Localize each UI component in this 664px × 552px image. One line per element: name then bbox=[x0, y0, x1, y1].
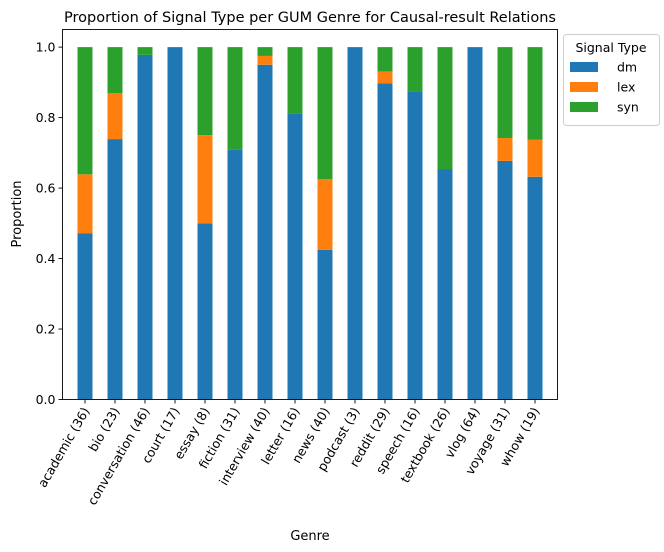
bar-segment-lex bbox=[107, 93, 123, 140]
bar-segment-syn bbox=[107, 47, 123, 94]
bars-group bbox=[77, 47, 543, 400]
bar-segment-dm bbox=[437, 169, 453, 400]
y-tick-label: 0.8 bbox=[36, 110, 56, 125]
bar-segment-lex bbox=[497, 138, 513, 161]
legend-swatch-dm bbox=[570, 62, 598, 72]
y-tick-label: 0.6 bbox=[36, 181, 56, 196]
bar-segment-dm bbox=[527, 176, 543, 400]
bar-segment-lex bbox=[377, 71, 393, 84]
legend-label-dm: dm bbox=[617, 60, 637, 75]
bar-segment-dm bbox=[287, 113, 303, 400]
y-tick-label: 1.0 bbox=[36, 40, 56, 55]
bar-segment-lex bbox=[257, 55, 273, 65]
bar-segment-syn bbox=[527, 47, 543, 140]
y-axis-label: Proportion bbox=[10, 180, 25, 247]
legend-title: Signal Type bbox=[575, 40, 646, 55]
bar-segment-dm bbox=[317, 249, 333, 400]
legend-label-lex: lex bbox=[617, 80, 635, 95]
y-tick-label: 0.2 bbox=[36, 322, 56, 337]
bar-segment-lex bbox=[197, 135, 213, 224]
bar-segment-dm bbox=[107, 139, 123, 400]
bar-segment-dm bbox=[347, 47, 363, 400]
bar-segment-syn bbox=[287, 47, 303, 114]
bar-segment-syn bbox=[377, 47, 393, 72]
y-axis: 0.0 0.2 0.4 0.6 0.8 1.0 bbox=[36, 40, 63, 407]
y-tick-label: 0.0 bbox=[36, 392, 56, 407]
legend-swatch-syn bbox=[570, 102, 598, 112]
y-tick-label: 0.4 bbox=[36, 251, 56, 266]
bar-segment-lex bbox=[317, 179, 333, 250]
bar-segment-syn bbox=[77, 47, 93, 175]
x-axis: academic (36)bio (23)conversation (46)co… bbox=[35, 399, 543, 508]
bar-segment-syn bbox=[257, 47, 273, 56]
bar-segment-lex bbox=[77, 174, 93, 234]
bar-segment-syn bbox=[137, 47, 153, 55]
chart-title: Proportion of Signal Type per GUM Genre … bbox=[64, 10, 556, 26]
plot-frame bbox=[62, 29, 558, 400]
legend-label-syn: syn bbox=[617, 100, 639, 115]
bar-segment-syn bbox=[497, 47, 513, 139]
bar-segment-dm bbox=[497, 160, 513, 400]
bar-segment-dm bbox=[407, 91, 423, 400]
bar-segment-dm bbox=[197, 223, 213, 400]
legend-swatch-lex bbox=[570, 82, 598, 92]
bar-segment-syn bbox=[197, 47, 213, 136]
legend: Signal Type dm lex syn bbox=[563, 34, 660, 126]
bar-segment-dm bbox=[257, 64, 273, 400]
bar-segment-syn bbox=[407, 47, 423, 92]
bar-segment-syn bbox=[317, 47, 333, 180]
x-tick-label: academic (36) bbox=[35, 405, 93, 490]
bar-segment-dm bbox=[167, 47, 183, 400]
bar-segment-lex bbox=[527, 139, 543, 177]
bar-segment-dm bbox=[377, 83, 393, 400]
bar-segment-dm bbox=[137, 54, 153, 400]
bar-segment-syn bbox=[437, 47, 453, 170]
x-axis-label: Genre bbox=[290, 529, 329, 544]
bar-segment-dm bbox=[77, 233, 93, 400]
bar-segment-dm bbox=[467, 47, 483, 400]
bar-segment-syn bbox=[227, 47, 243, 150]
bar-segment-dm bbox=[227, 149, 243, 400]
